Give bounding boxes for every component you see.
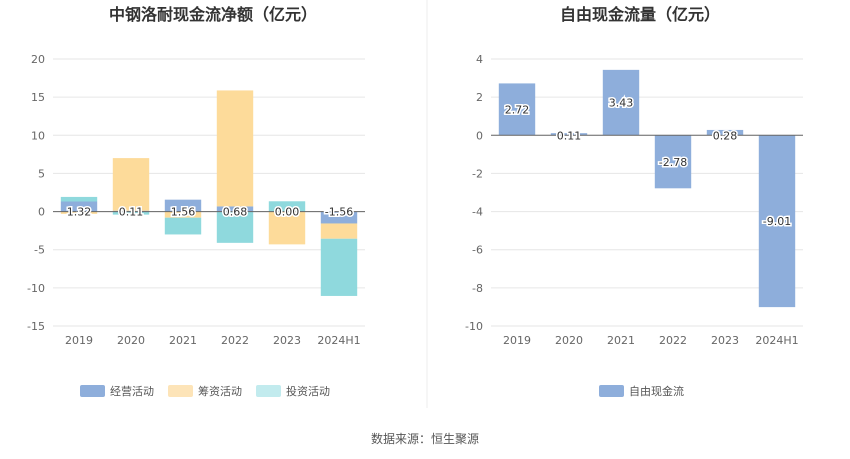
- legend-label-investing[interactable]: 投资活动: [286, 384, 330, 398]
- bar-1-经营活动-2024H1: [320, 211, 358, 224]
- data-label: -9.01: [763, 215, 791, 228]
- y-tick-label: 5: [38, 167, 45, 180]
- x-tick-label: 2023: [711, 334, 739, 347]
- y-tick-label: -8: [472, 282, 483, 295]
- legend-label-financing[interactable]: 筹资活动: [198, 384, 242, 398]
- data-label: 2.72: [505, 103, 530, 116]
- legend-swatch-financing[interactable]: [168, 385, 193, 397]
- legend-swatch-free-cash-flow[interactable]: [599, 385, 624, 397]
- bar-1-投资活动-2023: [268, 201, 306, 212]
- y-tick-label: 20: [31, 53, 45, 66]
- y-tick-label: 0: [38, 206, 45, 219]
- bar-1-筹资活动-2019: [60, 211, 98, 214]
- data-label: 1.56: [171, 206, 196, 219]
- bar-1-筹资活动-2020: [112, 158, 150, 211]
- data-label: 0.00: [275, 206, 300, 219]
- x-tick-label: 2023: [273, 334, 301, 347]
- x-tick-label: 2024H1: [317, 334, 360, 347]
- y-tick-label: -5: [34, 244, 45, 257]
- y-tick-label: -10: [27, 282, 45, 295]
- bar-1-筹资活动-2023: [268, 211, 306, 245]
- y-tick-label: 0: [476, 129, 483, 142]
- chart-1-legend: 经营活动 筹资活动 投资活动: [80, 384, 330, 398]
- bar-1-投资活动-2021: [164, 217, 202, 235]
- bar-2-自由现金流-2024H1: [758, 135, 796, 308]
- legend-label-free-cash-flow[interactable]: 自由现金流: [629, 384, 684, 398]
- bar-1-筹资活动-2022: [216, 90, 254, 207]
- data-label: -2.78: [659, 156, 687, 169]
- legend-swatch-operating[interactable]: [80, 385, 105, 397]
- bar-1-经营活动-2019: [60, 201, 98, 212]
- x-tick-label: 2021: [607, 334, 635, 347]
- bar-1-经营活动-2021: [164, 199, 202, 212]
- legend-label-operating[interactable]: 经营活动: [110, 384, 154, 398]
- chart-1-plot: 20 15 10 5 0 -5 -10 -15 2019 2020 2021 2022 2023 2024…: [27, 53, 365, 347]
- bar-1-经营活动-2022: [216, 206, 254, 212]
- data-label: -1.56: [325, 206, 353, 219]
- y-tick-label: -4: [472, 206, 483, 219]
- x-tick-label: 2019: [503, 334, 531, 347]
- y-tick-label: 15: [31, 91, 45, 104]
- bar-1-投资活动-2024H1: [320, 238, 358, 296]
- bar-1-投资活动-2020: [112, 211, 150, 215]
- chart-2-legend: 自由现金流: [599, 384, 684, 398]
- bar-1-投资活动-2019: [60, 196, 98, 202]
- bar-1-投资活动-2022: [216, 211, 254, 243]
- bar-1-筹资活动-2024H1: [320, 223, 358, 239]
- bar-2-自由现金流-2023: [706, 129, 744, 136]
- data-label: 1.32: [67, 206, 92, 219]
- data-label: 0.11: [557, 129, 582, 142]
- bar-2-自由现金流-2022: [654, 135, 692, 189]
- bar-2-自由现金流-2021: [602, 69, 640, 136]
- x-tick-label: 2022: [659, 334, 687, 347]
- x-tick-label: 2021: [169, 334, 197, 347]
- y-tick-label: 4: [476, 53, 483, 66]
- chart-1-title: 中钢洛耐现金流净额（亿元）: [109, 5, 317, 24]
- bar-2-自由现金流-2020: [550, 133, 588, 136]
- x-tick-label: 2019: [65, 334, 93, 347]
- legend-swatch-investing[interactable]: [256, 385, 281, 397]
- chart-2-title: 自由现金流量（亿元）: [560, 5, 720, 24]
- y-tick-label: 10: [31, 129, 45, 142]
- x-tick-label: 2024H1: [755, 334, 798, 347]
- y-tick-label: -2: [472, 167, 483, 180]
- data-label: 0.11: [119, 206, 144, 219]
- x-tick-label: 2022: [221, 334, 249, 347]
- data-label: 0.68: [223, 206, 248, 219]
- x-tick-label: 2020: [555, 334, 583, 347]
- y-tick-label: -15: [27, 320, 45, 333]
- data-label: 0.28: [713, 129, 738, 142]
- data-label: 3.43: [609, 97, 634, 110]
- y-tick-label: -6: [472, 244, 483, 257]
- data-source: 数据来源：恒生聚源: [371, 431, 479, 446]
- y-tick-label: 2: [476, 91, 483, 104]
- x-tick-label: 2020: [117, 334, 145, 347]
- bar-1-筹资活动-2021: [164, 211, 202, 218]
- y-tick-label: -10: [465, 320, 483, 333]
- chart-2-plot: 4 2 0 -2 -4 -6 -8 -10 2019 2020 2021 2022 2023 2024H1…: [465, 53, 803, 347]
- bar-2-自由现金流-2019: [498, 83, 536, 136]
